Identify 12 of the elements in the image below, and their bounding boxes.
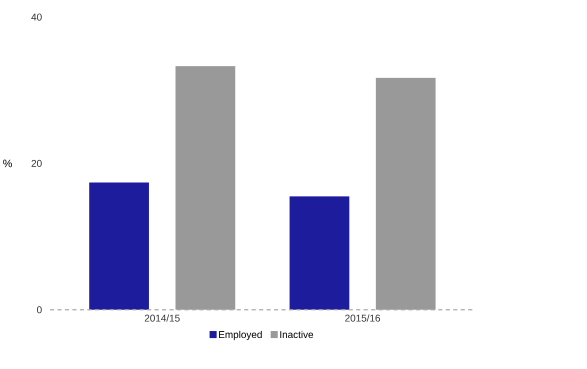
bar: [89, 182, 149, 310]
bar: [376, 78, 436, 310]
legend-label: Inactive: [280, 330, 314, 338]
x-tick-label: 2014/15: [144, 314, 180, 322]
y-axis-title: %: [3, 160, 12, 168]
y-tick-label: 0: [36, 306, 42, 314]
x-tick-label: 2015/16: [345, 314, 380, 322]
y-tick-label: 20: [32, 160, 42, 167]
y-tick-label: 40: [31, 13, 42, 20]
legend-label: Employed: [219, 330, 262, 340]
bar: [290, 196, 350, 310]
bar: [175, 66, 236, 310]
